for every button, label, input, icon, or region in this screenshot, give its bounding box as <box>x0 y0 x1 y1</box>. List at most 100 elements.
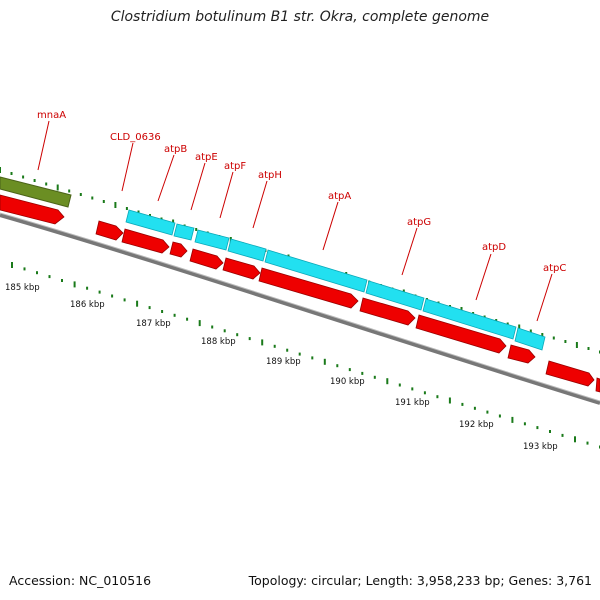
cds-arrow[interactable] <box>0 194 65 225</box>
gc-dot <box>323 358 326 365</box>
gc-dot <box>486 410 489 414</box>
gc-dot <box>45 182 48 186</box>
cds-arrow[interactable] <box>595 377 600 393</box>
gc-dot <box>587 347 590 350</box>
gc-dot <box>91 196 94 200</box>
tick-label: 192 kbp <box>459 420 494 430</box>
gc-dot <box>33 179 36 182</box>
gc-dot <box>236 333 239 337</box>
gc-dot <box>125 207 128 210</box>
gc-dot <box>0 167 1 173</box>
gc-dot <box>386 378 389 385</box>
gene-bar-atpF[interactable] <box>227 238 267 262</box>
gene-bar-atpH[interactable] <box>264 249 368 293</box>
gc-dot <box>523 422 526 426</box>
gc-dot <box>102 200 105 203</box>
gene-label-atpE: atpE <box>195 152 218 163</box>
map-title: Clostridium botulinum B1 str. Okra, comp… <box>110 9 490 25</box>
gc-dot <box>361 371 364 375</box>
gc-dot <box>148 306 151 310</box>
gc-dot <box>536 426 539 430</box>
gc-dot <box>223 329 226 333</box>
gc-dot <box>111 294 114 298</box>
gene-label-atpD: atpD <box>482 242 506 253</box>
tick-label: 191 kbp <box>395 398 430 408</box>
gc-dot <box>298 352 301 356</box>
gene-bar-atpE[interactable] <box>194 229 230 251</box>
gc-dot <box>436 395 439 399</box>
gc-dot <box>498 414 501 418</box>
gc-dot <box>549 430 551 433</box>
label-callout <box>37 120 50 171</box>
tick-label: 185 kbp <box>5 283 40 293</box>
gene-bar-atpA[interactable] <box>365 280 425 311</box>
tick-label: 187 kbp <box>136 319 171 329</box>
gc-dot <box>22 175 25 179</box>
tick-label: 190 kbp <box>330 377 365 387</box>
cds-arrow[interactable] <box>507 344 536 364</box>
gene-bar-CLD_0636[interactable] <box>125 209 176 236</box>
gene-label-CLD_0636: CLD_0636 <box>110 132 161 143</box>
gc-dot <box>398 383 401 387</box>
label-callout <box>322 201 339 251</box>
gc-dot <box>73 281 76 288</box>
cds-arrow[interactable] <box>415 314 507 354</box>
gc-dot <box>423 391 426 395</box>
gc-dot <box>261 339 264 346</box>
gc-dot <box>348 368 351 372</box>
gc-dot <box>373 375 376 379</box>
genome-backbone <box>0 213 600 405</box>
gc-dot <box>248 337 251 341</box>
gc-dot <box>273 344 276 348</box>
tick-label: 186 kbp <box>70 300 105 310</box>
cds-arrow[interactable] <box>121 228 170 254</box>
gc-dot <box>473 406 476 410</box>
gc-dot <box>56 184 59 191</box>
tick-label: 193 kbp <box>523 442 558 452</box>
label-callout <box>121 142 134 192</box>
cds-arrow[interactable] <box>169 241 188 258</box>
label-callout <box>157 154 175 202</box>
gc-dot <box>574 436 576 443</box>
gc-dot <box>123 298 126 302</box>
cds-arrow[interactable] <box>189 248 224 270</box>
gc-dot <box>564 340 567 343</box>
gc-dot <box>211 325 214 329</box>
gc-dot <box>186 317 189 321</box>
gc-dot <box>541 333 544 336</box>
gc-dot <box>575 342 578 348</box>
gc-dot <box>114 202 117 208</box>
gene-bar-atpG[interactable] <box>422 298 517 340</box>
cds-track <box>0 194 600 393</box>
gc-dot <box>98 290 101 294</box>
label-callout <box>190 162 206 211</box>
scale-labels: 185 kbp 186 kbp 187 kbp 188 kbp 189 kbp … <box>5 283 558 452</box>
gene-bar-atpD[interactable] <box>514 327 546 351</box>
label-callout <box>219 171 234 219</box>
gc-dot <box>448 397 451 404</box>
gc-dot <box>518 324 521 331</box>
tick-label: 188 kbp <box>201 337 236 347</box>
gc-dot <box>137 210 140 214</box>
gc-dot <box>286 348 289 352</box>
gene-bar-mnaA[interactable] <box>0 176 72 208</box>
gc-dot <box>61 279 63 282</box>
cds-arrow[interactable] <box>95 220 124 241</box>
cds-arrow[interactable] <box>359 297 416 326</box>
gene-label-atpA: atpA <box>328 191 351 202</box>
gene-label-mnaA: mnaA <box>37 110 66 121</box>
gc-dot <box>529 329 532 333</box>
label-callout <box>252 180 268 229</box>
gc-dot <box>411 387 414 391</box>
gene-bar-atpB[interactable] <box>173 223 195 241</box>
cds-arrow[interactable] <box>545 360 595 387</box>
label-callout <box>536 273 553 322</box>
genome-backbone-highlight <box>0 212 600 402</box>
tick-label: 189 kbp <box>266 357 301 367</box>
cds-arrow[interactable] <box>222 257 261 280</box>
gc-dot <box>79 193 82 196</box>
gene-label-atpF: atpF <box>224 161 246 172</box>
gc-dot <box>561 433 564 437</box>
cds-arrow[interactable] <box>258 267 359 309</box>
gc-dot <box>461 402 464 406</box>
